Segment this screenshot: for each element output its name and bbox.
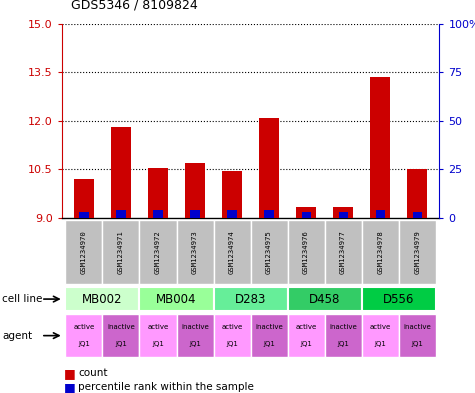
Bar bbox=[103, 314, 140, 357]
Bar bbox=[66, 220, 103, 284]
Text: ■: ■ bbox=[64, 367, 76, 380]
Bar bbox=[259, 118, 279, 218]
Bar bbox=[399, 220, 436, 284]
Text: cell line: cell line bbox=[2, 294, 43, 304]
Bar bbox=[296, 207, 316, 218]
Text: active: active bbox=[370, 324, 391, 330]
Text: D556: D556 bbox=[383, 292, 414, 306]
Bar bbox=[222, 171, 242, 218]
Bar bbox=[74, 179, 94, 218]
Text: GDS5346 / 8109824: GDS5346 / 8109824 bbox=[71, 0, 198, 12]
Text: inactive: inactive bbox=[107, 324, 135, 330]
Text: JQ1: JQ1 bbox=[263, 342, 275, 347]
Bar bbox=[140, 314, 177, 357]
Bar bbox=[407, 169, 428, 218]
Bar bbox=[287, 220, 324, 284]
Text: inactive: inactive bbox=[403, 324, 431, 330]
Text: GSM1234973: GSM1234973 bbox=[192, 230, 198, 274]
Bar bbox=[361, 287, 436, 311]
Bar bbox=[148, 168, 168, 218]
Bar bbox=[302, 212, 311, 218]
Bar bbox=[140, 287, 214, 311]
Bar bbox=[153, 210, 162, 218]
Text: JQ1: JQ1 bbox=[374, 342, 386, 347]
Bar bbox=[190, 210, 200, 218]
Bar bbox=[185, 163, 205, 218]
Text: active: active bbox=[295, 324, 317, 330]
Text: active: active bbox=[73, 324, 95, 330]
Bar bbox=[376, 210, 385, 218]
Bar bbox=[66, 287, 140, 311]
Bar bbox=[228, 210, 237, 218]
Text: active: active bbox=[221, 324, 243, 330]
Text: GSM1234972: GSM1234972 bbox=[155, 230, 161, 274]
Text: inactive: inactive bbox=[329, 324, 357, 330]
Text: JQ1: JQ1 bbox=[226, 342, 238, 347]
Bar bbox=[177, 314, 214, 357]
Bar bbox=[287, 314, 324, 357]
Bar bbox=[324, 314, 361, 357]
Bar bbox=[361, 220, 399, 284]
Text: agent: agent bbox=[2, 331, 32, 341]
Text: GSM1234970: GSM1234970 bbox=[81, 230, 87, 274]
Bar bbox=[339, 212, 348, 218]
Text: count: count bbox=[78, 368, 108, 378]
Bar bbox=[413, 212, 422, 218]
Bar bbox=[333, 207, 353, 218]
Bar bbox=[324, 220, 361, 284]
Text: JQ1: JQ1 bbox=[152, 342, 164, 347]
Bar bbox=[399, 314, 436, 357]
Bar bbox=[287, 287, 361, 311]
Bar bbox=[214, 287, 287, 311]
Text: JQ1: JQ1 bbox=[337, 342, 349, 347]
Bar bbox=[103, 220, 140, 284]
Text: GSM1234977: GSM1234977 bbox=[340, 230, 346, 274]
Text: JQ1: JQ1 bbox=[189, 342, 201, 347]
Bar bbox=[140, 220, 177, 284]
Bar bbox=[214, 314, 251, 357]
Text: GSM1234974: GSM1234974 bbox=[229, 230, 235, 274]
Bar bbox=[214, 220, 251, 284]
Bar bbox=[370, 77, 390, 218]
Text: JQ1: JQ1 bbox=[411, 342, 423, 347]
Text: GSM1234975: GSM1234975 bbox=[266, 230, 272, 274]
Bar bbox=[66, 314, 103, 357]
Bar bbox=[79, 212, 88, 218]
Bar bbox=[361, 314, 399, 357]
Text: MB004: MB004 bbox=[156, 292, 197, 306]
Bar bbox=[265, 210, 274, 218]
Text: GSM1234976: GSM1234976 bbox=[303, 230, 309, 274]
Text: active: active bbox=[147, 324, 169, 330]
Text: percentile rank within the sample: percentile rank within the sample bbox=[78, 382, 254, 392]
Text: inactive: inactive bbox=[255, 324, 283, 330]
Text: GSM1234978: GSM1234978 bbox=[377, 230, 383, 274]
Bar bbox=[177, 220, 214, 284]
Text: inactive: inactive bbox=[181, 324, 209, 330]
Text: MB002: MB002 bbox=[82, 292, 123, 306]
Text: JQ1: JQ1 bbox=[115, 342, 127, 347]
Bar bbox=[251, 220, 287, 284]
Bar bbox=[111, 127, 131, 218]
Text: D283: D283 bbox=[235, 292, 266, 306]
Text: GSM1234971: GSM1234971 bbox=[118, 230, 124, 274]
Text: JQ1: JQ1 bbox=[300, 342, 312, 347]
Bar bbox=[251, 314, 287, 357]
Text: ■: ■ bbox=[64, 380, 76, 393]
Text: JQ1: JQ1 bbox=[78, 342, 90, 347]
Text: D458: D458 bbox=[309, 292, 340, 306]
Text: GSM1234979: GSM1234979 bbox=[414, 230, 420, 274]
Bar bbox=[116, 210, 125, 218]
